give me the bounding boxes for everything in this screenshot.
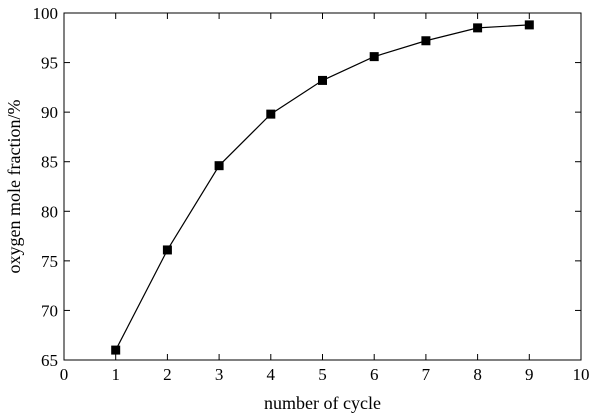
data-point-marker bbox=[214, 161, 224, 171]
data-point-marker bbox=[421, 36, 431, 46]
x-axis-ticks: 0 1 2 3 4 5 6 7 8 9 10 bbox=[60, 13, 590, 384]
x-tick-label: 7 bbox=[422, 365, 431, 384]
y-tick-label: 75 bbox=[41, 252, 58, 271]
y-axis-title: oxygen mole fraction/% bbox=[4, 100, 24, 274]
x-tick-label: 4 bbox=[267, 365, 276, 384]
y-tick-label: 65 bbox=[41, 351, 58, 370]
x-tick-label: 0 bbox=[60, 365, 69, 384]
data-point-marker bbox=[111, 345, 121, 355]
y-tick-label: 85 bbox=[41, 153, 58, 172]
y-tick-label: 95 bbox=[41, 54, 58, 73]
data-point-marker bbox=[473, 23, 483, 33]
y-tick-label: 100 bbox=[33, 4, 59, 23]
data-point-marker bbox=[524, 20, 534, 30]
x-tick-label: 6 bbox=[370, 365, 379, 384]
data-point-marker bbox=[369, 52, 379, 62]
data-point-marker bbox=[162, 245, 172, 255]
x-tick-label: 10 bbox=[573, 365, 590, 384]
series-layer bbox=[111, 20, 534, 355]
x-tick-label: 5 bbox=[318, 365, 327, 384]
data-point-marker bbox=[318, 75, 327, 85]
y-tick-label: 70 bbox=[41, 301, 58, 320]
series-line bbox=[115, 24, 530, 351]
x-tick-label: 3 bbox=[215, 365, 224, 384]
y-tick-label: 90 bbox=[41, 103, 58, 122]
x-tick-label: 2 bbox=[163, 365, 172, 384]
x-tick-label: 8 bbox=[473, 365, 482, 384]
data-point-marker bbox=[266, 109, 276, 119]
x-tick-label: 9 bbox=[525, 365, 534, 384]
y-tick-label: 80 bbox=[41, 202, 58, 221]
x-tick-label: 1 bbox=[111, 365, 120, 384]
x-axis-title: number of cycle bbox=[264, 393, 381, 413]
y-axis-ticks: 65 70 75 80 85 90 95 100 bbox=[33, 4, 581, 370]
plot-frame bbox=[63, 12, 582, 361]
